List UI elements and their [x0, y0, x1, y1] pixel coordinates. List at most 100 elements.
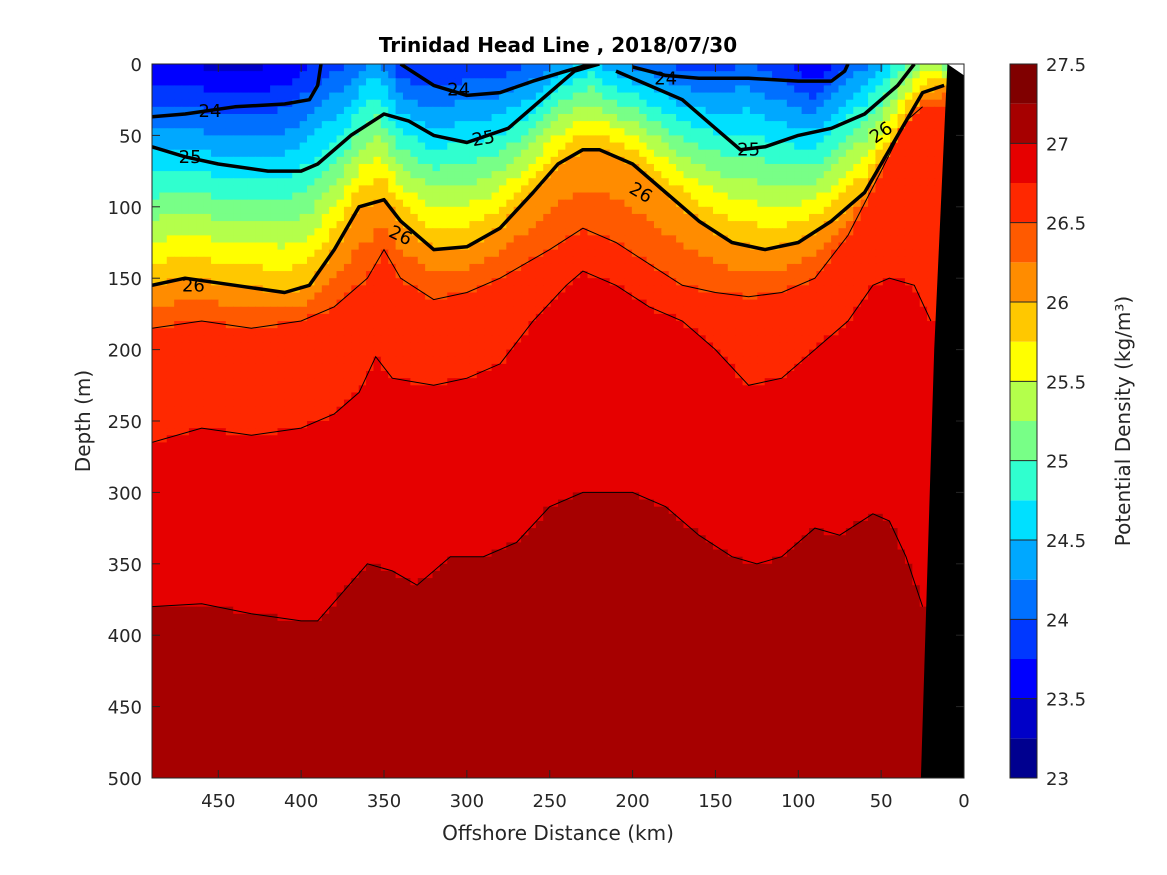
contour-fill-cell — [698, 228, 707, 236]
contour-fill-cell — [521, 185, 530, 194]
contour-fill-cell — [580, 85, 589, 94]
contour-fill-cell — [668, 349, 677, 358]
contour-fill-cell — [535, 192, 544, 201]
contour-fill-cell — [388, 178, 397, 186]
contour-fill-cell — [491, 113, 500, 122]
contour-fill-cell — [794, 321, 803, 329]
contour-fill-cell — [321, 292, 330, 301]
contour-fill-cell — [321, 71, 330, 79]
contour-fill-cell — [617, 192, 626, 201]
contour-fill-cell — [203, 349, 212, 358]
contour-fill-cell — [152, 71, 160, 79]
contour-fill-cell — [159, 378, 168, 386]
contour-fill-cell — [284, 271, 293, 279]
contour-fill-cell — [351, 349, 360, 358]
contour-fill-cell — [853, 206, 862, 215]
contour-fill-cell — [698, 185, 707, 194]
contour-fill-cell — [786, 306, 795, 315]
contour-fill-cell — [343, 242, 352, 251]
contour-fill-cell — [336, 228, 345, 236]
contour-fill-cell — [580, 71, 589, 79]
contour-fill-cell — [476, 163, 485, 172]
contour-fill-cell — [727, 113, 736, 122]
contour-fill-cell — [218, 142, 227, 151]
contour-fill-cell — [203, 235, 212, 244]
contour-fill-cell — [321, 235, 330, 244]
contour-fill-cell — [558, 192, 566, 201]
contour-fill-cell — [498, 64, 507, 72]
contour-fill-cell — [705, 242, 714, 251]
contour-fill-cell — [919, 299, 928, 308]
contour-fill-cell — [609, 192, 618, 201]
contour-fill-cell — [727, 178, 736, 186]
contour-fill-cell — [292, 213, 301, 222]
contour-fill-cell — [868, 199, 877, 208]
contour-fill-cell — [653, 328, 662, 336]
contour-fill-cell — [410, 85, 419, 94]
contour-fill-cell — [166, 256, 175, 265]
contour-fill-cell — [447, 99, 456, 108]
contour-fill-cell — [543, 106, 552, 115]
contour-fill-cell — [292, 92, 301, 101]
contour-fill-cell — [314, 156, 323, 165]
contour-fill-cell — [270, 149, 279, 158]
contour-fill-cell — [602, 178, 611, 186]
contour-fill-cell — [439, 228, 448, 236]
contour-fill-cell — [380, 92, 389, 101]
contour-fill-cell — [624, 342, 633, 351]
contour-fill-cell — [292, 256, 301, 265]
contour-fill-cell — [594, 171, 603, 179]
contour-fill-cell — [868, 235, 877, 244]
contour-fill-cell — [343, 256, 352, 265]
contour-fill-cell — [417, 371, 426, 379]
contour-fill-cell — [395, 299, 404, 308]
contour-fill-cell — [292, 342, 301, 351]
contour-fill-cell — [218, 78, 227, 87]
contour-fill-cell — [543, 313, 552, 322]
contour-fill-cell — [535, 271, 544, 279]
contour-fill-cell — [166, 192, 175, 201]
contour-fill-cell — [307, 256, 315, 265]
contour-fill-cell — [860, 363, 869, 372]
contour-fill-cell — [772, 113, 781, 122]
contour-fill-cell — [240, 64, 249, 72]
contour-fill-cell — [425, 278, 434, 286]
contour-fill-cell — [218, 242, 227, 251]
contour-fill-cell — [904, 271, 913, 279]
contour-fill-cell — [439, 64, 448, 72]
contour-fill-cell — [358, 335, 367, 344]
contour-fill-cell — [868, 371, 877, 379]
contour-fill-cell — [661, 313, 670, 322]
contour-fill-cell — [845, 85, 854, 94]
contour-fill-cell — [336, 192, 345, 201]
contour-fill-cell — [203, 242, 212, 251]
contour-fill-cell — [904, 185, 913, 194]
contour-fill-cell — [402, 342, 411, 351]
contour-fill-cell — [698, 256, 707, 265]
contour-fill-cell — [366, 178, 375, 186]
contour-fill-cell — [897, 378, 906, 386]
contour-fill-cell — [779, 371, 788, 379]
contour-fill-cell — [277, 78, 286, 87]
contour-fill-cell — [912, 235, 921, 244]
contour-fill-cell — [838, 242, 847, 251]
contour-fill-cell — [565, 142, 574, 151]
contour-fill-cell — [801, 271, 810, 279]
contour-fill-cell — [868, 335, 877, 344]
contour-fill-cell — [705, 149, 714, 158]
contour-fill-cell — [927, 78, 936, 87]
contour-fill-cell — [181, 278, 190, 286]
contour-fill-cell — [425, 378, 434, 386]
contour-fill-cell — [528, 106, 537, 115]
contour-fill-cell — [498, 99, 507, 108]
contour-fill-cell — [432, 321, 441, 329]
contour-fill-cell — [410, 64, 419, 72]
contour-fill-cell — [321, 163, 330, 172]
contour-fill-cell — [498, 135, 507, 144]
contour-fill-cell — [292, 321, 301, 329]
contour-fill-cell — [639, 99, 648, 108]
contour-fill-cell — [395, 292, 404, 301]
contour-fill-cell — [853, 178, 862, 186]
contour-fill-cell — [653, 221, 662, 229]
contour-fill-cell — [454, 106, 463, 115]
